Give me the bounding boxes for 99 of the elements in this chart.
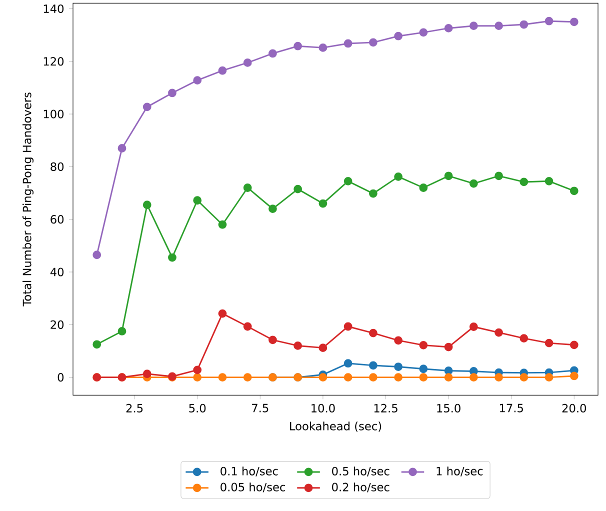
point [193,373,202,382]
x-tick-label: 2.5 [126,404,143,412]
point [469,179,478,188]
y-tick-label: 140 [44,4,64,13]
y-axis-title: Total Number of Ping-Pong Handovers [22,92,34,306]
point [92,250,102,259]
x-tick-label: 10.0 [312,404,335,412]
y-tick-label: 60 [50,214,64,224]
point [419,364,428,373]
point [544,16,554,26]
point [419,183,428,192]
point [142,370,152,378]
point [570,372,578,380]
point [469,373,478,382]
point [520,20,528,29]
point [318,344,328,352]
point [218,66,227,75]
y-tick-label: 40 [50,268,64,276]
point [193,366,202,374]
point [394,362,403,371]
point [520,178,528,186]
point [118,326,126,336]
point [344,373,352,382]
point [444,373,453,382]
point [344,176,352,186]
point [344,359,352,368]
point [394,336,403,345]
point [544,176,554,186]
point [570,186,578,196]
x-tick-label: 20.0 [562,404,586,412]
x-tick-label: 12.5 [374,404,398,412]
y-tick-label: 80 [50,162,64,171]
point [243,58,252,67]
point [394,373,403,382]
x-tick-label: 15.0 [437,404,460,412]
point [218,309,227,318]
point [368,189,378,198]
point [118,144,126,152]
point [570,340,578,350]
point [193,196,202,204]
point [419,340,428,350]
point [419,373,428,382]
x-axis-title: Lookahead (sec) [290,422,382,432]
point [318,43,328,52]
y-tick-label: 100 [44,110,64,118]
point [142,200,152,209]
point [318,199,328,208]
legend-label: 0.2 ho/sec [332,482,390,492]
y-tick-label: 120 [44,57,64,66]
point [294,341,302,350]
point [520,334,528,342]
y-tick-label: 0 [58,372,64,382]
x-tick-label: 5.0 [189,404,206,412]
point [394,172,403,181]
point [243,322,252,331]
point [268,49,277,58]
legend-label: 0.05 ho/sec [220,482,286,492]
x-tick-label: 17.5 [500,404,523,412]
point [394,32,403,40]
legend-label: 0.5 ho/sec [332,466,390,476]
point [444,366,453,375]
point [318,373,328,382]
point [142,102,152,112]
point [494,373,503,382]
point [218,220,227,229]
point [243,373,252,382]
point [494,22,503,30]
point [243,183,252,192]
y-tick-label: 20 [50,320,64,329]
point [544,338,554,348]
point [494,172,503,180]
point [494,328,503,337]
legend-label: 0.1 ho/sec [220,466,278,476]
point [444,172,453,180]
point [444,342,453,352]
point [520,373,528,382]
point [368,38,378,47]
point [344,322,352,331]
point [368,373,378,382]
x-tick-label: 7.5 [252,404,268,412]
point [193,76,202,84]
point [268,336,277,344]
legend-label: 1 ho/sec [436,466,483,476]
point [268,204,277,213]
point [368,328,378,338]
point [544,373,554,382]
point [444,24,453,32]
point [92,340,102,348]
point [294,42,302,50]
point [570,18,578,26]
point [419,28,428,37]
point [469,22,478,30]
point [469,322,478,331]
point [168,88,176,98]
point [168,253,176,262]
point [344,39,352,48]
point [294,184,302,194]
point [218,373,227,382]
point [368,361,378,370]
